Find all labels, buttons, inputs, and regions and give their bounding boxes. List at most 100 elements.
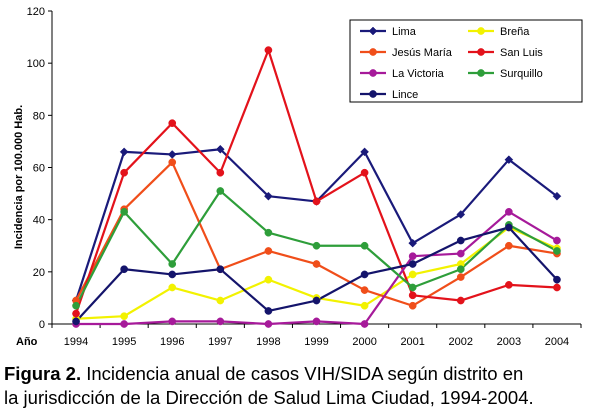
data-point <box>119 147 129 157</box>
figure-caption: Figura 2. Incidencia anual de casos VIH/… <box>4 362 598 410</box>
data-point <box>120 265 128 274</box>
x-tick-label: 1998 <box>256 336 280 348</box>
series-line <box>75 226 558 323</box>
caption-line-1: Figura 2. Incidencia anual de casos VIH/… <box>4 362 598 386</box>
data-point <box>168 317 177 326</box>
data-point <box>168 260 177 268</box>
data-point <box>408 252 417 261</box>
data-point <box>312 197 321 206</box>
x-tick-label: 2003 <box>497 336 521 348</box>
x-tick-label: 2004 <box>545 336 569 348</box>
data-point <box>553 247 561 255</box>
data-point <box>216 317 225 326</box>
data-point <box>456 296 465 305</box>
data-point <box>408 238 418 248</box>
caption-figure-label: Figura 2. <box>4 363 82 384</box>
y-tick-label: 100 <box>27 58 45 70</box>
y-tick-label: 0 <box>39 319 45 331</box>
data-point <box>168 270 177 279</box>
data-point <box>264 275 273 284</box>
data-point <box>120 320 128 328</box>
data-point <box>216 296 225 305</box>
data-point <box>505 207 513 216</box>
legend-swatch-marker <box>369 90 377 98</box>
data-point <box>553 283 561 292</box>
legend-label: Surquillo <box>500 68 543 80</box>
data-point <box>505 281 513 289</box>
legend-label: Breña <box>500 26 530 38</box>
data-point <box>120 207 128 216</box>
data-point <box>553 275 561 284</box>
y-tick-label: 20 <box>33 267 45 279</box>
data-point <box>360 301 369 310</box>
data-point <box>408 291 417 300</box>
data-point <box>360 147 369 157</box>
data-point <box>264 307 273 315</box>
legend-label: San Luis <box>500 47 543 59</box>
data-point <box>552 191 562 201</box>
data-point <box>505 223 513 232</box>
data-point <box>312 241 321 250</box>
data-point <box>216 265 225 274</box>
legend-label: Lince <box>392 89 418 101</box>
data-point <box>72 317 80 326</box>
legend-swatch-marker <box>368 26 378 36</box>
caption-line-2: la jurisdicción de la Dirección de Salud… <box>4 387 534 408</box>
data-point <box>72 301 80 310</box>
data-point <box>456 236 465 245</box>
legend-label: Jesús María <box>392 47 453 59</box>
y-tick-label: 80 <box>33 110 45 122</box>
data-point <box>408 301 417 310</box>
series-line <box>75 226 558 320</box>
data-point <box>168 158 177 167</box>
y-tick-label: 40 <box>33 215 45 227</box>
legend-swatch-marker <box>369 69 377 77</box>
x-tick-label: 1995 <box>112 336 136 348</box>
data-point <box>216 187 225 195</box>
data-point <box>360 270 369 279</box>
x-axis-title: Año <box>16 336 38 348</box>
legend: Lima Breña Jesús María San Luis La Victoria S… <box>349 19 583 103</box>
data-point <box>505 241 513 250</box>
data-point <box>360 241 369 250</box>
legend-swatch-marker <box>477 48 485 56</box>
legend-swatch-marker <box>477 69 485 77</box>
series-line <box>74 148 558 301</box>
y-axis-title: Incidencia por 100.000 Hab. <box>13 105 25 249</box>
data-point <box>456 210 466 219</box>
legend-label: La Victoria <box>392 68 445 80</box>
data-point <box>504 155 514 165</box>
legend-swatch-marker <box>477 27 485 35</box>
legend-swatch-marker <box>369 48 377 56</box>
data-point <box>360 320 369 328</box>
data-point <box>167 150 177 159</box>
y-tick-label: 120 <box>27 6 45 18</box>
y-tick-label: 60 <box>33 163 45 175</box>
x-tick-label: 1996 <box>160 336 184 348</box>
data-point <box>456 249 465 258</box>
legend-label: Lima <box>392 26 417 38</box>
x-tick-label: 1994 <box>64 336 88 348</box>
data-point <box>264 191 273 201</box>
data-point <box>408 270 417 279</box>
data-point <box>553 236 561 245</box>
series-markers <box>71 46 562 328</box>
x-tick-label: 2001 <box>400 336 424 348</box>
data-point <box>215 144 225 154</box>
data-point <box>264 247 273 255</box>
caption-line-1-text: Incidencia anual de casos VIH/SIDA según… <box>81 363 524 384</box>
data-point <box>264 228 273 237</box>
data-point <box>264 320 273 328</box>
x-tick-label: 2002 <box>449 336 473 348</box>
y-tick-labels: 0 20 40 60 80 100 120 <box>27 6 45 331</box>
data-point <box>264 46 273 54</box>
data-point <box>312 260 321 268</box>
chart: 0 20 40 60 80 100 120 1994 1995 1996 1997 1998 1999… <box>13 6 583 348</box>
data-point <box>408 260 417 268</box>
legend-box <box>349 19 583 103</box>
data-point <box>72 309 80 318</box>
data-point <box>408 283 417 292</box>
x-tick-label: 1997 <box>208 336 232 348</box>
x-tick-label: 2000 <box>352 336 376 348</box>
x-tick-labels: 1994 1995 1996 1997 1998 1999 2000 2001 2002 2003… <box>64 336 569 348</box>
